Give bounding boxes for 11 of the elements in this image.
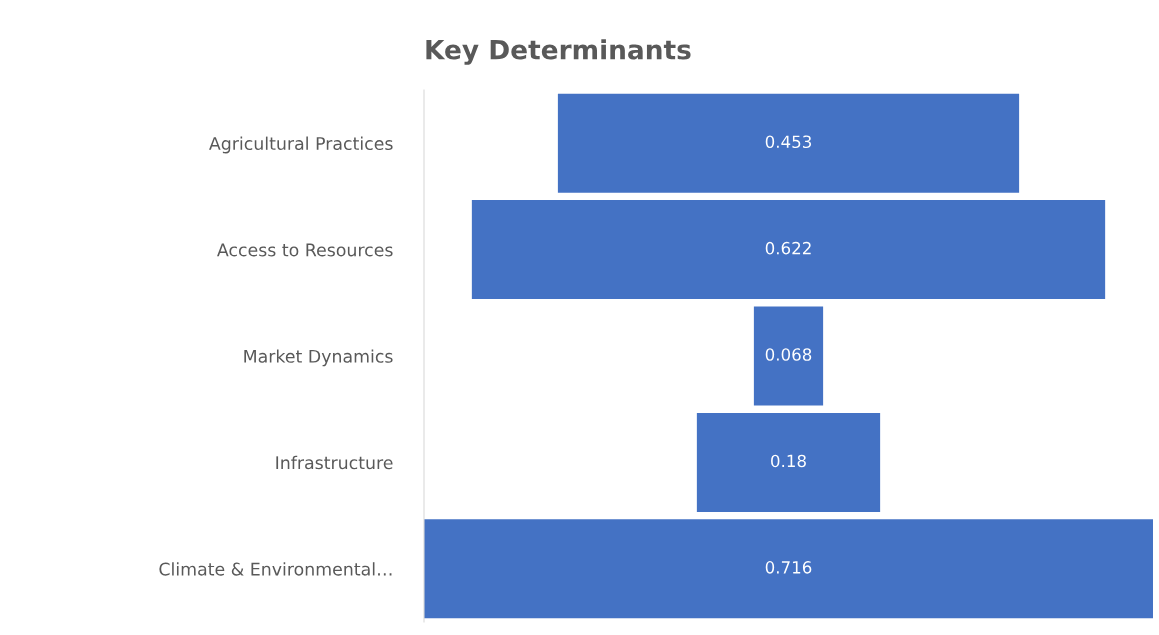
data-label: 0.068 <box>765 348 812 361</box>
data-label: 0.18 <box>771 454 806 468</box>
category-label: Climate & Environmental… <box>159 562 392 576</box>
category-label: Market Dynamics <box>244 349 393 367</box>
category-label: Agricultural Practices <box>209 136 393 154</box>
data-label: 0.622 <box>765 241 811 255</box>
text: Key Determinants <box>426 39 691 65</box>
data-label: 0.716 <box>765 561 812 574</box>
category-label: Infrastructure <box>276 455 393 470</box>
category-label: Access to Resources <box>217 243 393 257</box>
data-label: 0.453 <box>765 135 812 149</box>
